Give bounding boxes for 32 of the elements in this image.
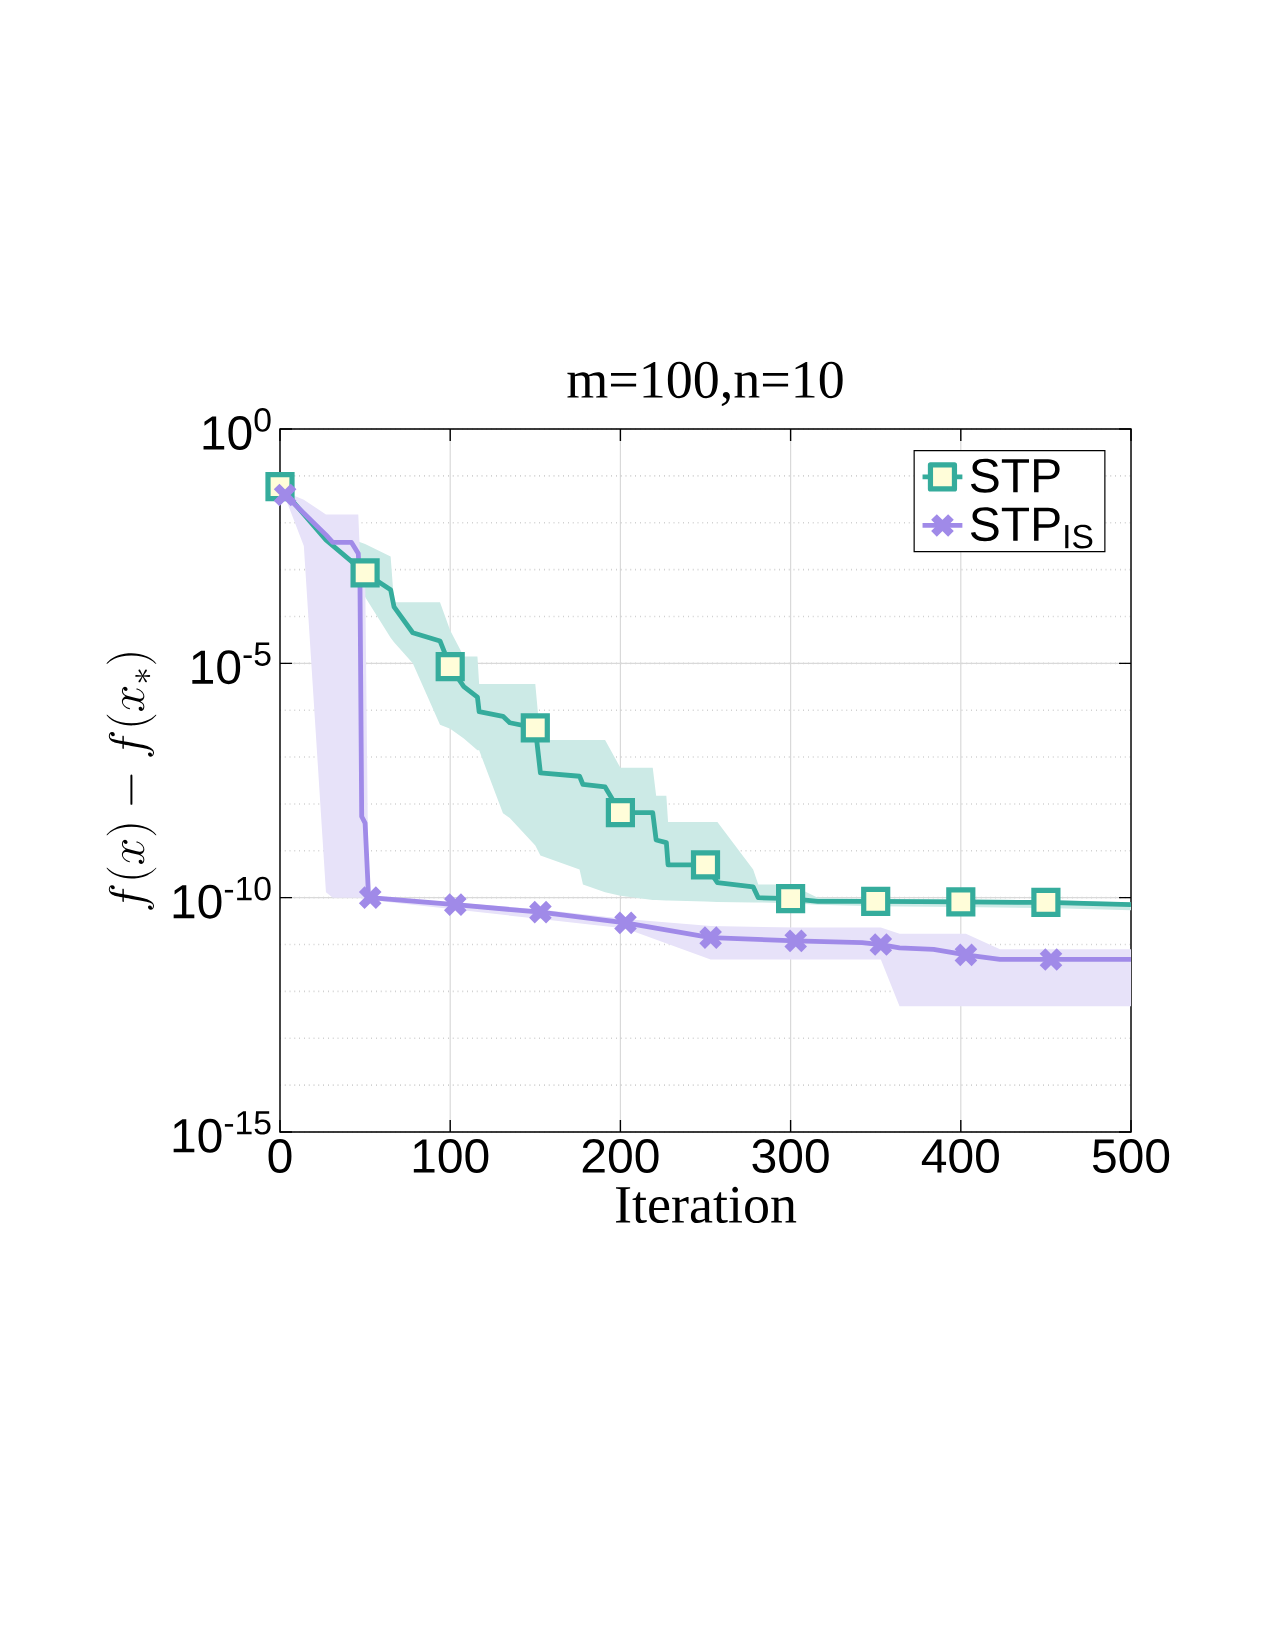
x-axis-title: Iteration [615,1186,797,1224]
point [953,942,979,968]
point [698,925,724,951]
point [527,899,553,925]
point [1031,887,1061,918]
legend-label: STP [970,458,1060,493]
x-tick-label: 300 [752,1139,829,1174]
y-tick-label: 10$^{-10}$ [173,876,271,919]
point [520,713,550,743]
chart-title: m=100,n=10 [567,361,843,406]
y-axis-title: $f(x) - f(x_*)$ [106,653,157,910]
point [435,652,465,682]
point [272,482,298,508]
point [946,887,976,917]
x-tick-label: 400 [921,1139,999,1174]
y-tick-label: 10$^{-5}$ [192,642,271,685]
point [776,884,806,914]
point [613,910,638,936]
y-tick-label: 10$^{0}$ [203,408,271,450]
legend-label: STP$_{IS}$ [970,507,1093,549]
point [861,886,891,917]
point [690,850,721,880]
point [350,558,380,588]
x-tick-label: 100 [413,1139,489,1174]
point [868,932,894,958]
point [605,798,636,828]
point [442,892,468,918]
point [357,885,383,911]
x-tick-label: 200 [582,1139,659,1174]
x-tick-label: 500 [1092,1139,1170,1174]
point [783,928,809,954]
point [1038,946,1064,972]
